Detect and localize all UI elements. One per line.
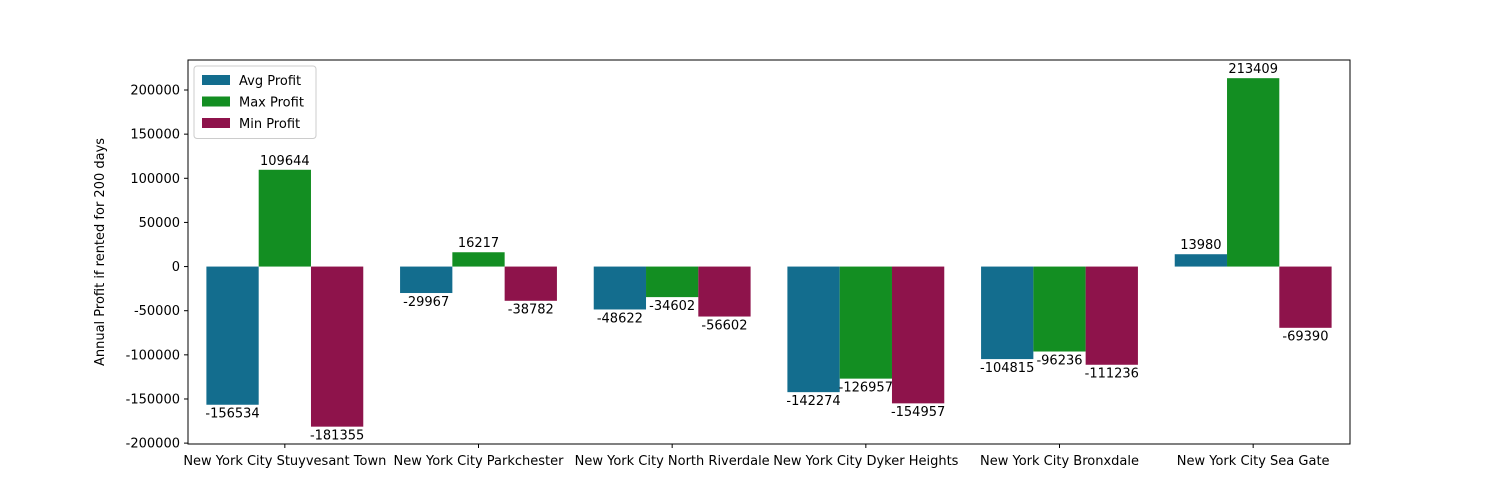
y-tick-label-4: -50000: [134, 304, 180, 319]
data-label-1-5: -104815: [980, 361, 1034, 376]
y-tick-label-2: -150000: [126, 392, 180, 407]
x-tick-label-1: New York City Stuyvesant Town: [183, 454, 386, 469]
y-axis-label: Annual Profit if rented for 200 days: [93, 138, 108, 366]
data-label-3-4: -154957: [891, 405, 945, 420]
data-label-3-6: -69390: [1282, 330, 1328, 345]
bar-2-3: [646, 266, 699, 298]
x-tick-label-2: New York City Parkchester: [394, 454, 565, 469]
legend-label-2: Max Profit: [239, 96, 304, 111]
bar-3-2: [504, 266, 557, 301]
bar-2-2: [452, 252, 505, 267]
bar-2-4: [839, 266, 892, 379]
data-label-3-1: -181355: [310, 428, 364, 443]
bar-1-5: [981, 266, 1034, 360]
bar-3-6: [1279, 266, 1332, 328]
bar-1-6: [1174, 254, 1228, 267]
bar-2-6: [1227, 78, 1280, 267]
bar-2-5: [1033, 266, 1086, 352]
data-label-1-4: -142274: [786, 394, 840, 409]
x-tick-label-5: New York City Bronxdale: [980, 454, 1139, 469]
bar-3-5: [1085, 266, 1138, 365]
data-label-2-1: 109644: [260, 154, 310, 169]
y-tick-label-8: 150000: [130, 128, 180, 143]
bar-3-4: [891, 266, 945, 404]
bar-1-2: [400, 266, 453, 294]
y-tick-label-9: 200000: [130, 84, 180, 99]
y-axis: -200000 -150000 -100000 -50000 0 50000 100000 1…: [126, 84, 188, 452]
y-tick-label-5: 0: [172, 260, 180, 275]
y-tick-label-1: -200000: [126, 437, 180, 452]
data-label-2-6: 213409: [1228, 62, 1278, 77]
y-tick-label-7: 100000: [130, 172, 180, 187]
data-label-1-3: -48622: [597, 311, 643, 326]
legend-swatch-3: [202, 118, 230, 128]
data-label-2-5: -96236: [1036, 353, 1082, 368]
legend-label-1: Avg Profit: [239, 74, 301, 89]
data-label-2-3: -34602: [649, 299, 695, 314]
data-label-2-2: 16217: [458, 236, 499, 251]
data-label-3-3: -56602: [701, 318, 747, 333]
x-axis: New York City Stuyvesant Town New York Ci…: [183, 444, 1330, 469]
plot-frame: [187, 59, 1351, 445]
legend: Avg Profit Max Profit Min Profit: [193, 65, 317, 139]
data-labels-layer: -156534 -29967 -48622 -142274 -104815 13980 10…: [205, 62, 1328, 443]
bar-1-4: [787, 266, 840, 393]
y-tick-label-6: 50000: [139, 216, 180, 231]
bar-1-1: [206, 266, 259, 405]
bars-layer: [206, 78, 1332, 427]
y-tick-label-3: -100000: [126, 348, 180, 363]
legend-swatch-2: [202, 96, 230, 107]
legend-swatch-1: [202, 75, 230, 85]
x-tick-label-4: New York City Dyker Heights: [773, 454, 958, 469]
data-label-1-6: 13980: [1180, 238, 1221, 253]
legend-label-3: Min Profit: [239, 117, 300, 132]
data-label-3-5: -111236: [1085, 367, 1139, 382]
data-label-1-1: -156534: [205, 407, 259, 422]
x-tick-label-6: New York City Sea Gate: [1177, 454, 1330, 469]
data-label-2-4: -126957: [839, 380, 893, 395]
bar-3-1: [310, 266, 364, 427]
bar-3-3: [698, 266, 751, 317]
bar-2-1: [258, 169, 311, 267]
data-label-1-2: -29967: [403, 295, 449, 310]
bar-1-3: [593, 266, 647, 310]
data-label-3-2: -38782: [508, 303, 554, 318]
x-tick-label-3: New York City North Riverdale: [575, 454, 770, 469]
